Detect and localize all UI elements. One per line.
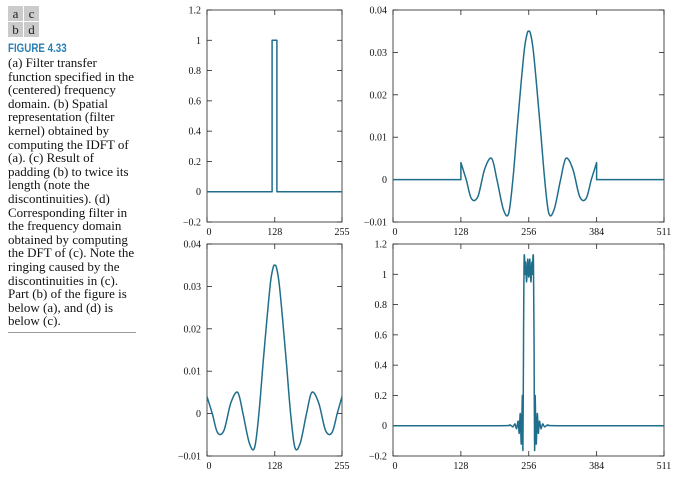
panel-d-ytick-label: 0	[382, 421, 387, 432]
figure-caption: (a) Filter transfer function specified i…	[8, 55, 135, 329]
panel-a-xtick-label: 0	[207, 227, 212, 238]
panel-b-ytick-label: 0.03	[184, 282, 202, 293]
panel-a-ytick-label: 0.2	[189, 157, 202, 168]
panel-a-ytick-label: 0.4	[189, 127, 202, 138]
panel-a-frame	[206, 9, 343, 223]
panel-b-series-line	[206, 264, 343, 451]
panel-d-ytick-label: 0.6	[375, 330, 388, 341]
panel-a-ytick-label: 0.8	[189, 66, 202, 77]
panel-a-series-line	[207, 39, 342, 193]
panel-c-ytick-label: −0.01	[364, 218, 387, 229]
panel-letter-d: d	[24, 22, 39, 37]
panel-d-series-line	[393, 254, 664, 451]
panel-c-frame	[392, 9, 665, 223]
panel-a-xtick-label: 128	[267, 227, 282, 238]
panel-a-ytick-label: 1.2	[189, 6, 202, 17]
panel-c-xtick-label: 511	[657, 227, 672, 238]
panel-b-xtick-label: 128	[267, 461, 282, 472]
panel-c-ytick-label: 0.04	[370, 6, 388, 17]
panel-d-ytick-label: 0.2	[375, 391, 388, 402]
panel-a-ytick-label: 1	[196, 36, 201, 47]
panel-d-xtick-label: 511	[657, 461, 672, 472]
panel-letter-b: b	[8, 22, 23, 37]
panel-c-xtick-label: 0	[393, 227, 398, 238]
panel-b-ytick-label: −0.01	[178, 452, 201, 463]
figure-label: FIGURE 4.33	[8, 43, 67, 55]
panel-d-xtick-label: 0	[393, 461, 398, 472]
panel-a-ytick-label: 0	[196, 187, 201, 198]
panel-c-series-line	[393, 30, 664, 217]
panel-a-ytick-label: −0.2	[183, 218, 201, 229]
panel-a-xtick-label: 255	[335, 227, 350, 238]
caption-divider	[8, 331, 136, 333]
panel-b-ytick-label: 0.01	[184, 367, 202, 378]
panel-b-ytick-label: 0	[196, 409, 201, 420]
panel-c-ytick-label: 0.03	[370, 48, 388, 59]
panel-c-ytick-label: 0	[382, 175, 387, 186]
panel-d-ytick-label: 1	[382, 270, 387, 281]
panel-c-xtick-label: 256	[521, 227, 536, 238]
panel-c-ytick-label: 0.01	[370, 133, 388, 144]
figure-caption-sidebar: a c b d FIGURE 4.33 (a) Filter transfer …	[8, 6, 136, 333]
panel-d-ytick-label: −0.2	[369, 452, 387, 463]
panel-c-xtick-label: 128	[453, 227, 468, 238]
panel-layout-key: a c b d	[8, 6, 136, 37]
panel-d-xtick-label: 256	[521, 461, 536, 472]
panel-b-ytick-label: 0.02	[184, 324, 202, 335]
panel-b-xtick-label: 255	[335, 461, 350, 472]
panel-d-xtick-label: 384	[589, 461, 604, 472]
panel-b-ytick-label: 0.04	[184, 240, 202, 251]
panel-letter-a: a	[8, 6, 23, 21]
panel-c-xtick-label: 384	[589, 227, 604, 238]
panel-c-ytick-label: 0.02	[370, 90, 388, 101]
panel-letter-c: c	[24, 6, 39, 21]
panel-b-frame	[206, 243, 343, 457]
panel-a-ytick-label: 0.6	[189, 96, 202, 107]
panel-d-ytick-label: 0.4	[375, 361, 388, 372]
panel-d-ytick-label: 1.2	[375, 240, 388, 251]
panel-b-xtick-label: 0	[207, 461, 212, 472]
panel-d-ytick-label: 0.8	[375, 300, 388, 311]
panel-d-xtick-label: 128	[453, 461, 468, 472]
